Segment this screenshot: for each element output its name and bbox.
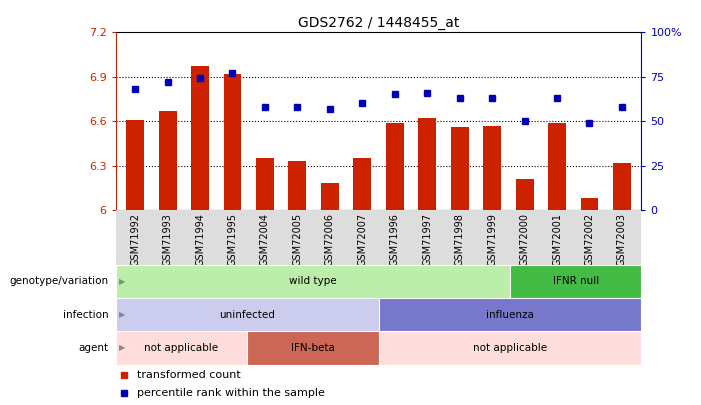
Text: GSM71998: GSM71998: [455, 213, 465, 266]
Text: GSM72002: GSM72002: [585, 213, 594, 266]
Bar: [613, 163, 631, 210]
Bar: [256, 158, 274, 210]
Bar: [418, 118, 436, 210]
Title: GDS2762 / 1448455_at: GDS2762 / 1448455_at: [298, 15, 459, 30]
Text: percentile rank within the sample: percentile rank within the sample: [137, 388, 325, 399]
Bar: [483, 126, 501, 210]
Text: GSM71994: GSM71994: [195, 213, 205, 266]
Text: GSM71999: GSM71999: [487, 213, 497, 266]
Bar: [510, 265, 641, 298]
Text: GSM72001: GSM72001: [552, 213, 562, 266]
Text: GSM71997: GSM71997: [422, 213, 433, 266]
Text: GSM72007: GSM72007: [358, 213, 367, 266]
Bar: [126, 119, 144, 210]
Text: ▶: ▶: [119, 343, 125, 352]
Bar: [321, 183, 339, 210]
Text: wild type: wild type: [289, 277, 336, 286]
Bar: [116, 331, 247, 364]
Text: GSM71995: GSM71995: [228, 213, 238, 266]
Bar: [451, 127, 468, 210]
Text: GSM72000: GSM72000: [519, 213, 529, 266]
Bar: [247, 331, 379, 364]
Bar: [224, 74, 241, 210]
Bar: [379, 331, 641, 364]
Bar: [116, 210, 641, 265]
Text: uninfected: uninfected: [219, 310, 275, 320]
Text: transformed count: transformed count: [137, 370, 240, 380]
Text: not applicable: not applicable: [144, 343, 219, 353]
Text: ▶: ▶: [119, 310, 125, 319]
Bar: [353, 158, 372, 210]
Text: IFN-beta: IFN-beta: [291, 343, 335, 353]
Bar: [289, 161, 306, 210]
Text: GSM72006: GSM72006: [325, 213, 335, 266]
Bar: [116, 298, 379, 331]
Text: GSM72003: GSM72003: [617, 213, 627, 266]
Bar: [191, 66, 209, 210]
Text: GSM71996: GSM71996: [390, 213, 400, 266]
Bar: [386, 123, 404, 210]
Bar: [580, 198, 599, 210]
Text: GSM72004: GSM72004: [260, 213, 270, 266]
Bar: [158, 111, 177, 210]
Bar: [516, 179, 533, 210]
Text: GSM71992: GSM71992: [130, 213, 140, 266]
Text: influenza: influenza: [486, 310, 534, 320]
Bar: [379, 298, 641, 331]
Bar: [116, 265, 510, 298]
Text: ▶: ▶: [119, 277, 125, 286]
Text: genotype/variation: genotype/variation: [10, 277, 109, 286]
Text: IFNR null: IFNR null: [552, 277, 599, 286]
Text: GSM72005: GSM72005: [292, 213, 302, 266]
Text: agent: agent: [79, 343, 109, 353]
Text: GSM71993: GSM71993: [163, 213, 172, 266]
Text: infection: infection: [63, 310, 109, 320]
Text: not applicable: not applicable: [473, 343, 547, 353]
Bar: [548, 123, 566, 210]
